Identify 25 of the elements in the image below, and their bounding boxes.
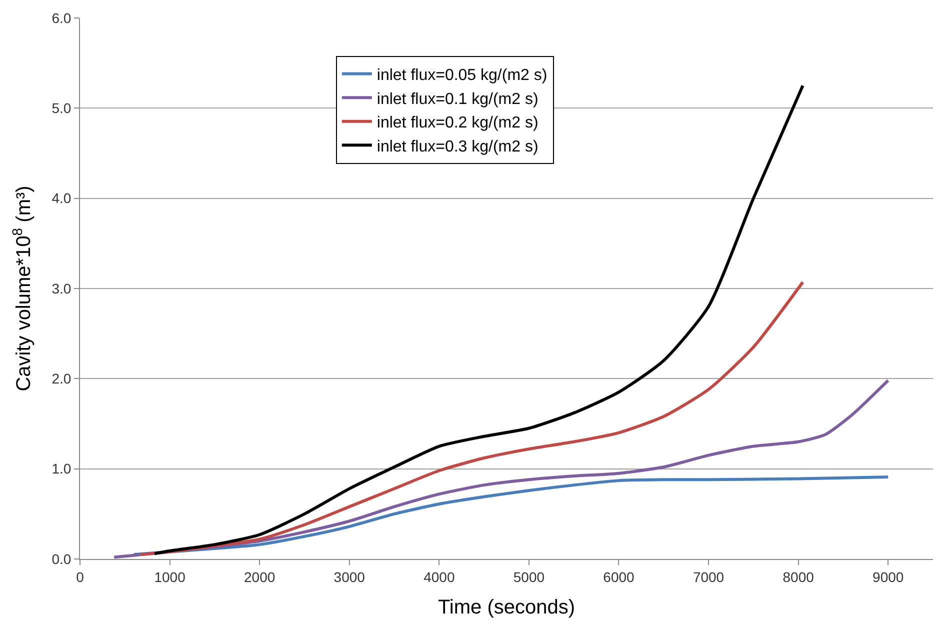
legend-label: inlet flux=0.3 kg/(m2 s) bbox=[376, 138, 538, 156]
x-tick-label: 2000 bbox=[244, 568, 276, 585]
x-tick-label: 7000 bbox=[692, 568, 724, 585]
x-tick-label: 6000 bbox=[603, 568, 635, 585]
y-tick-label: 5.0 bbox=[52, 100, 72, 116]
line-series bbox=[153, 84, 804, 556]
line-series bbox=[132, 475, 890, 556]
y-tick-label: 6.0 bbox=[52, 10, 72, 26]
line-series bbox=[140, 280, 804, 556]
x-tick-label: 1000 bbox=[154, 568, 186, 585]
legend-label: inlet flux=0.1 kg/(m2 s) bbox=[376, 90, 538, 108]
x-axis-title: Time (seconds) bbox=[438, 596, 576, 618]
y-tick-label: 0.0 bbox=[52, 550, 72, 567]
x-tick-label: 3000 bbox=[334, 568, 366, 585]
x-tick-label: 9000 bbox=[872, 568, 904, 585]
y-tick-label: 3.0 bbox=[52, 280, 72, 296]
x-tick-label: 4000 bbox=[424, 568, 455, 585]
y-tick-label: 1.0 bbox=[52, 460, 72, 477]
legend-label: inlet flux=0.05 kg/(m2 s) bbox=[376, 67, 548, 84]
y-tick-label: 4.0 bbox=[52, 190, 72, 206]
y-tick-label: 2.0 bbox=[52, 370, 72, 387]
x-tick-label: 0 bbox=[76, 568, 84, 585]
x-tick-label: 8000 bbox=[782, 568, 814, 585]
legend-label: inlet flux=0.2 kg/(m2 s) bbox=[376, 114, 538, 132]
x-tick-label: 5000 bbox=[513, 568, 545, 585]
